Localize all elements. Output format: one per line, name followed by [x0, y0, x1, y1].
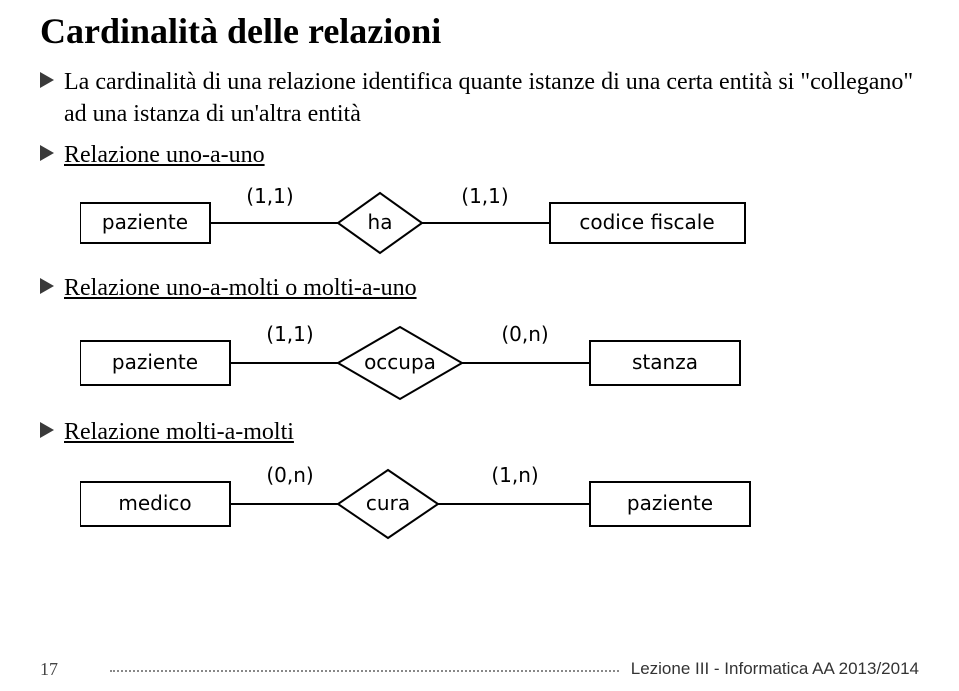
bullet-rel3-text: Relazione molti-a-molti [64, 416, 294, 448]
page-number: 17 [40, 659, 68, 680]
bullet-rel1: Relazione uno-a-uno [40, 139, 919, 171]
footer-text: Lezione III - Informatica AA 2013/2014 [621, 659, 919, 679]
d1-cardleft: (1,1) [246, 184, 293, 208]
d2-cardright: (0,n) [501, 322, 548, 346]
bullet-arrow-icon [40, 72, 54, 95]
d3-cardleft: (0,n) [266, 463, 313, 487]
d3-left: medico [118, 491, 191, 515]
d2-rel: occupa [364, 350, 436, 374]
d1-rel: ha [368, 210, 393, 234]
bullet-arrow-icon [40, 145, 54, 168]
d1-cardright: (1,1) [461, 184, 508, 208]
d3-right: paziente [627, 491, 713, 515]
slide-footer: 17 Lezione III - Informatica AA 2013/201… [0, 659, 959, 681]
er-diagram-1: paziente (1,1) ha (1,1) codice fiscale [80, 179, 919, 264]
d2-left: paziente [112, 350, 198, 374]
er-diagram-3: medico (0,n) cura (1,n) paziente [80, 456, 919, 549]
d2-right: stanza [632, 350, 698, 374]
bullet-arrow-icon [40, 422, 54, 445]
d3-cardright: (1,n) [491, 463, 538, 487]
bullet-rel2: Relazione uno-a-molti o molti-a-uno [40, 272, 919, 304]
bullet-rel1-text: Relazione uno-a-uno [64, 139, 265, 171]
d1-left: paziente [102, 210, 188, 234]
d2-cardleft: (1,1) [266, 322, 313, 346]
bullet-rel3: Relazione molti-a-molti [40, 416, 919, 448]
er-diagram-2: paziente (1,1) occupa (0,n) stanza [80, 313, 919, 408]
bullet-intro-text: La cardinalità di una relazione identifi… [64, 66, 919, 131]
bullet-intro: La cardinalità di una relazione identifi… [40, 66, 919, 131]
page-title: Cardinalità delle relazioni [40, 10, 919, 52]
d3-rel: cura [366, 491, 410, 515]
bullet-arrow-icon [40, 278, 54, 301]
d1-right: codice fiscale [579, 210, 714, 234]
bullet-rel2-text: Relazione uno-a-molti o molti-a-uno [64, 272, 417, 304]
